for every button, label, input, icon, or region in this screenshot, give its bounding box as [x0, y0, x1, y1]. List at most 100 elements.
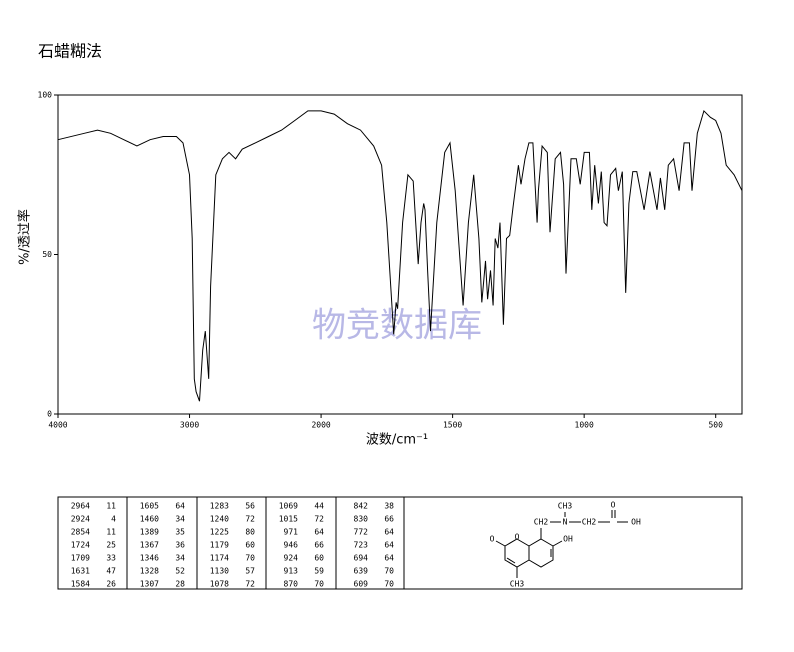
peak-transmittance: 60 [314, 554, 324, 563]
peak-wavenumber: 946 [284, 541, 299, 550]
x-axis-label: 波数/cm⁻¹ [366, 433, 428, 448]
peak-transmittance: 35 [175, 528, 185, 537]
peak-wavenumber: 1460 [140, 515, 159, 524]
chart-title: 石蜡糊法 [38, 42, 102, 61]
y-axis-label: %/透过率 [17, 209, 33, 265]
structure-label: O [490, 535, 495, 544]
x-tick-label: 500 [708, 421, 723, 430]
peak-transmittance: 72 [245, 515, 255, 524]
ring [504, 538, 530, 568]
peak-wavenumber: 1367 [140, 541, 159, 550]
peak-wavenumber: 870 [284, 580, 299, 589]
peak-transmittance: 60 [245, 541, 255, 550]
peak-wavenumber: 1069 [279, 502, 298, 511]
peak-transmittance: 56 [245, 502, 255, 511]
peak-wavenumber: 842 [354, 502, 369, 511]
structure-label: O [611, 501, 616, 510]
peak-transmittance: 33 [106, 554, 116, 563]
structure-label: CH3 [558, 502, 573, 511]
peak-wavenumber: 1724 [71, 541, 90, 550]
peak-transmittance: 36 [175, 541, 185, 550]
x-tick-label: 2000 [311, 421, 330, 430]
bond [552, 540, 563, 547]
peak-wavenumber: 913 [284, 567, 299, 576]
peak-transmittance: 64 [384, 528, 394, 537]
peak-transmittance: 72 [314, 515, 324, 524]
peak-wavenumber: 1283 [210, 502, 229, 511]
peak-transmittance: 38 [384, 502, 394, 511]
peak-transmittance: 66 [384, 515, 394, 524]
bond [495, 540, 506, 547]
peak-transmittance: 4 [111, 515, 116, 524]
peak-transmittance: 44 [314, 502, 324, 511]
peak-wavenumber: 1346 [140, 554, 159, 563]
x-tick-label: 1500 [443, 421, 462, 430]
peak-wavenumber: 1015 [279, 515, 298, 524]
plot-frame [57, 94, 743, 415]
ring [528, 538, 554, 568]
y-tick-label: 100 [38, 91, 53, 100]
peak-wavenumber: 1605 [140, 502, 159, 511]
structure-label: CH3 [510, 580, 525, 589]
peak-wavenumber: 723 [354, 541, 369, 550]
peak-transmittance: 11 [106, 502, 116, 511]
peak-transmittance: 70 [314, 580, 324, 589]
peak-wavenumber: 1389 [140, 528, 159, 537]
peak-transmittance: 70 [384, 580, 394, 589]
peak-transmittance: 66 [314, 541, 324, 550]
peak-transmittance: 70 [384, 567, 394, 576]
peak-transmittance: 34 [175, 515, 185, 524]
peak-wavenumber: 1078 [210, 580, 229, 589]
peak-wavenumber: 1240 [210, 515, 229, 524]
structure-label: OH [563, 535, 573, 544]
peak-transmittance: 11 [106, 528, 116, 537]
peak-wavenumber: 1584 [71, 580, 90, 589]
peak-wavenumber: 639 [354, 567, 369, 576]
peak-wavenumber: 1130 [210, 567, 229, 576]
peak-transmittance: 47 [106, 567, 116, 576]
y-tick-label: 0 [47, 410, 52, 419]
peak-transmittance: 52 [175, 567, 185, 576]
peak-wavenumber: 1179 [210, 541, 229, 550]
peak-wavenumber: 609 [354, 580, 369, 589]
spectrum-line [57, 109, 743, 402]
peak-wavenumber: 694 [354, 554, 369, 563]
peak-wavenumber: 1328 [140, 567, 159, 576]
peak-wavenumber: 2924 [71, 515, 90, 524]
peak-wavenumber: 2964 [71, 502, 90, 511]
structure-label: OH [631, 518, 641, 527]
peak-wavenumber: 1709 [71, 554, 90, 563]
x-tick-label: 3000 [180, 421, 199, 430]
peak-wavenumber: 1631 [71, 567, 90, 576]
peak-wavenumber: 1174 [210, 554, 229, 563]
peak-transmittance: 72 [245, 580, 255, 589]
peak-wavenumber: 1307 [140, 580, 159, 589]
peak-wavenumber: 772 [354, 528, 369, 537]
structure-label: CH2 [534, 518, 549, 527]
table-frame [57, 496, 743, 590]
peak-transmittance: 28 [175, 580, 185, 589]
peak-wavenumber: 924 [284, 554, 299, 563]
watermark: 物竞数据库 [312, 306, 482, 346]
peak-transmittance: 64 [175, 502, 185, 511]
peak-transmittance: 34 [175, 554, 185, 563]
peak-transmittance: 64 [384, 554, 394, 563]
peak-transmittance: 70 [245, 554, 255, 563]
peak-transmittance: 64 [384, 541, 394, 550]
x-tick-label: 4000 [48, 421, 67, 430]
peak-transmittance: 80 [245, 528, 255, 537]
peak-wavenumber: 830 [354, 515, 369, 524]
peak-transmittance: 26 [106, 580, 116, 589]
structure-label: N [563, 518, 568, 527]
x-tick-label: 1000 [575, 421, 594, 430]
peak-transmittance: 25 [106, 541, 116, 550]
structure-label: CH2 [582, 518, 597, 527]
peak-wavenumber: 2854 [71, 528, 90, 537]
peak-transmittance: 59 [314, 567, 324, 576]
bond [506, 557, 516, 564]
peak-transmittance: 57 [245, 567, 255, 576]
peak-wavenumber: 1225 [210, 528, 229, 537]
structure-label: O [515, 533, 520, 542]
structure-bonds [495, 510, 628, 578]
